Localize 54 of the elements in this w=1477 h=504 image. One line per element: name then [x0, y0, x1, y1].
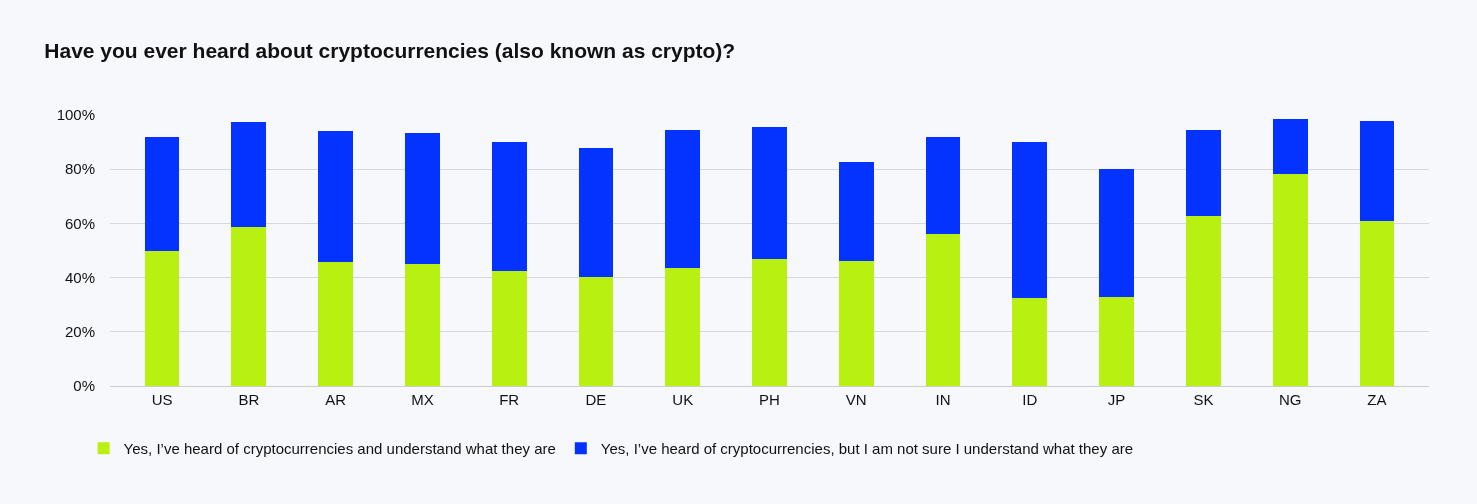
bar	[231, 122, 267, 228]
x-tick-label: IN	[935, 391, 951, 408]
bar	[1359, 120, 1395, 222]
bar	[752, 127, 787, 259]
bar	[925, 234, 961, 386]
bar	[1012, 142, 1048, 298]
bar	[144, 250, 180, 386]
x-tick-label: JP	[1107, 391, 1126, 408]
bar	[1012, 297, 1048, 386]
x-tick-label: FR	[499, 391, 520, 408]
y-tick-label: 100%	[56, 106, 95, 124]
legend-label: Yes, I’ve heard of cryptocurrencies and understand what they are	[123, 440, 556, 458]
y-tick-label: 80%	[64, 160, 95, 178]
x-tick-label: DE	[585, 391, 607, 408]
bar	[318, 261, 353, 386]
x-tick-label: VN	[845, 391, 867, 408]
x-tick-label: SK	[1193, 391, 1214, 408]
bar	[838, 162, 874, 261]
x-tick-label: PH	[759, 391, 780, 408]
bar	[1272, 173, 1308, 386]
x-tick-label: MX	[411, 391, 434, 408]
bar	[405, 264, 440, 386]
x-tick-label: AR	[325, 391, 347, 408]
chart-title: Have you ever heard about cryptocurrencies (also known as crypto)?	[44, 38, 736, 62]
x-tick-label: BR	[238, 391, 260, 408]
bar	[1099, 169, 1134, 298]
y-tick-label: 60%	[64, 214, 95, 232]
bar	[665, 130, 701, 268]
bar	[1186, 216, 1221, 386]
x-tick-label: UK	[672, 391, 694, 408]
bar	[752, 258, 787, 386]
bar	[231, 227, 267, 386]
bar	[1099, 297, 1134, 386]
bar	[578, 148, 614, 277]
bar	[491, 142, 527, 271]
bar	[1186, 130, 1221, 217]
bar	[665, 267, 701, 386]
bar	[405, 133, 440, 265]
x-tick-label: ZA	[1367, 391, 1387, 408]
x-tick-label: NG	[1278, 391, 1302, 408]
legend-label: Yes, I’ve heard of cryptocurrencies, but I am not sure I understand what they are	[600, 440, 1134, 458]
bar	[1272, 119, 1308, 174]
bar	[925, 137, 961, 235]
y-tick-label: 40%	[64, 268, 95, 286]
x-tick-label: ID	[1022, 391, 1038, 408]
y-tick-label: 20%	[64, 323, 95, 341]
y-tick-label: 0%	[73, 377, 95, 395]
bar	[491, 270, 527, 386]
bar	[578, 276, 614, 386]
bar	[838, 260, 874, 386]
bar	[144, 137, 180, 251]
bar	[318, 131, 353, 262]
bar	[1359, 221, 1395, 386]
x-tick-label: US	[151, 391, 173, 408]
